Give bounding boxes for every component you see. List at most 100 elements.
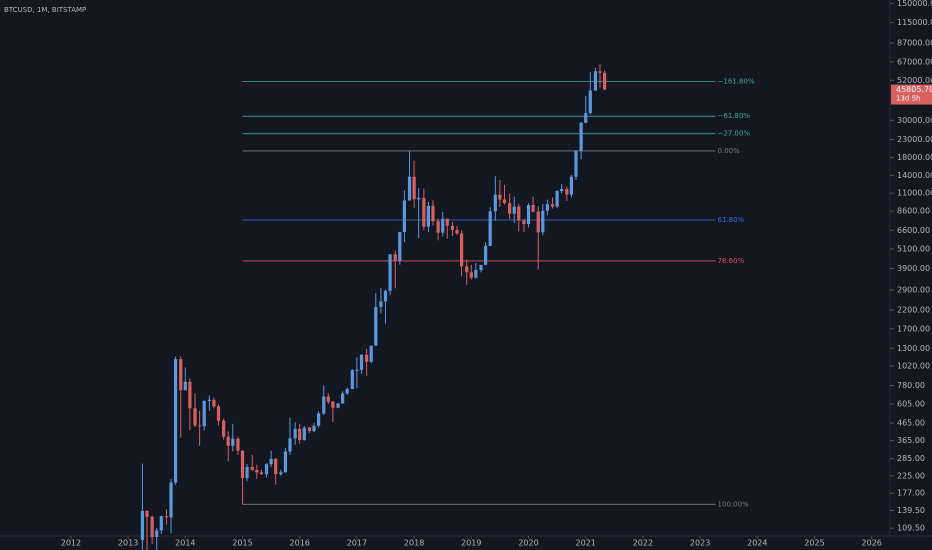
candle-body [312,425,316,432]
y-tick-label: 52000.00 [897,76,932,85]
y-tick-label: 150000.00 [897,0,932,8]
candle-body [502,199,507,204]
candle-body [255,469,259,473]
candle-body [593,71,598,91]
x-tick-label: 2014 [175,539,195,548]
y-tick-label: 6600.00 [897,226,930,235]
candle-body [283,451,288,473]
candle-body [140,510,145,540]
candle-body [517,206,521,221]
candle-body [293,428,297,439]
candle-body [474,270,478,278]
candle-body [531,204,535,212]
candle-body [383,290,388,302]
fib-label: −161.80% [718,77,755,85]
candle-body [231,438,235,446]
y-tick-label: 605.00 [897,399,925,408]
y-tick-label: 1300.00 [897,344,930,353]
candle-body [541,210,545,233]
candle-body [545,204,549,211]
y-tick-label: 365.00 [897,436,925,445]
candle-body [207,399,211,401]
candle-body [588,90,592,114]
candle-body [369,345,373,362]
y-tick-label: 14000.00 [897,171,932,180]
y-tick-label: 8600.00 [897,207,930,216]
candle-body [183,381,187,391]
candle-body [193,408,197,426]
y-tick-label: 23000.00 [897,135,932,144]
y-tick-label: 177.00 [897,489,925,498]
candle-body [269,458,273,465]
candle-body [359,354,364,370]
candle-body [598,71,602,73]
candle-body [426,205,431,227]
candle-body [316,413,321,426]
candle-body [441,218,445,233]
candle-body [145,510,149,517]
candle-body [565,188,569,195]
candle-body [484,245,488,265]
candle-body [388,254,392,291]
fib-label: 78.60% [718,257,745,265]
candle-body [173,359,178,483]
candle-body [455,229,459,234]
candle-body [479,264,483,271]
candle-body [526,204,531,225]
last-price-tag [891,84,932,105]
x-tick-label: 2020 [518,539,538,548]
x-tick-label: 2013 [118,539,138,548]
candle-body [555,191,559,207]
x-tick-label: 2025 [804,539,824,548]
candle-body [202,400,206,427]
x-tick-label: 2015 [232,539,252,548]
candle-body [602,72,607,90]
candle-body [331,401,335,408]
candle-body [393,254,397,261]
candle-body [459,233,464,267]
x-tick-label: 2021 [576,539,596,548]
candle-body [417,197,421,200]
candle-body [336,403,340,408]
candle-body [422,197,426,227]
candle-body [150,516,154,537]
symbol-title: BTCUSD, 1M, BITSTAMP [4,6,86,14]
candle-body [302,427,306,441]
candle-body [288,438,292,452]
y-tick-label: 67000.00 [897,57,932,66]
fib-label: −61.80% [718,112,751,120]
candle-body [236,438,240,451]
y-tick-label: 780.00 [897,381,925,390]
candle-body [407,176,412,201]
fib-label: 0.00% [718,147,741,155]
candle-body [222,420,226,437]
x-tick-label: 2024 [747,539,767,548]
y-tick-label: 3900.00 [897,264,930,273]
candle-body [345,389,349,394]
fib-label: 61.80% [718,216,745,224]
candle-body [374,306,378,346]
y-tick-label: 139.50 [897,506,925,515]
candle-body [498,194,502,200]
y-tick-label: 30000.00 [897,116,932,125]
candle-body [279,472,283,475]
candle-body [412,176,416,200]
candle-body [188,381,192,409]
y-tick-label: 1700.00 [897,324,930,333]
candle-body [379,301,383,307]
candle-body [212,399,216,407]
candle-body [493,194,497,212]
candle-body [341,393,345,404]
y-tick-label: 285.00 [897,454,925,463]
y-tick-label: 2200.00 [897,306,930,315]
y-tick-label: 1020.00 [897,361,930,370]
candle-body [574,150,578,177]
candle-body [450,225,455,230]
candle-body [579,122,583,151]
x-tick-label: 2023 [690,539,710,548]
candle-body [445,218,449,226]
candle-body [550,204,555,207]
last-price-label: 45805.70 [896,85,932,94]
